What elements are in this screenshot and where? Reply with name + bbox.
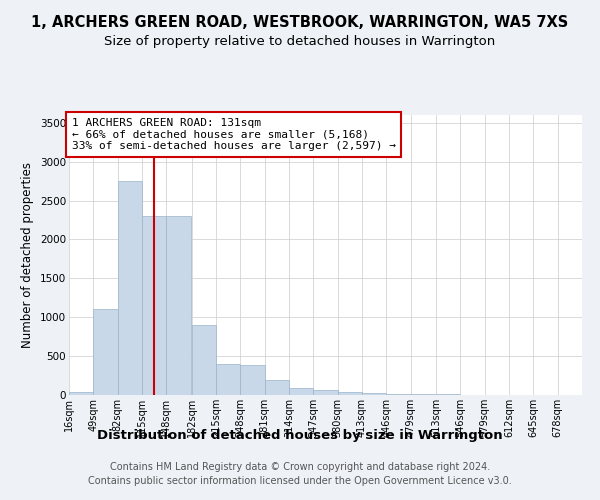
Text: 1 ARCHERS GREEN ROAD: 131sqm
← 66% of detached houses are smaller (5,168)
33% of: 1 ARCHERS GREEN ROAD: 131sqm ← 66% of de… [71,118,395,151]
Bar [94,310,118,395]
Bar [166,216,191,395]
Bar [411,394,435,395]
Text: Size of property relative to detached houses in Warrington: Size of property relative to detached ho… [104,34,496,48]
Bar [386,394,411,395]
Bar [118,181,142,395]
Y-axis label: Number of detached properties: Number of detached properties [22,162,34,348]
Bar [436,394,460,395]
Text: Distribution of detached houses by size in Warrington: Distribution of detached houses by size … [97,428,503,442]
Text: Contains HM Land Registry data © Crown copyright and database right 2024.: Contains HM Land Registry data © Crown c… [110,462,490,472]
Bar [191,325,216,395]
Bar [142,216,166,395]
Text: Contains public sector information licensed under the Open Government Licence v3: Contains public sector information licen… [88,476,512,486]
Bar [362,393,386,395]
Bar [69,392,94,395]
Bar [289,388,313,395]
Bar [216,364,240,395]
Bar [313,390,338,395]
Bar [338,392,362,395]
Text: 1, ARCHERS GREEN ROAD, WESTBROOK, WARRINGTON, WA5 7XS: 1, ARCHERS GREEN ROAD, WESTBROOK, WARRIN… [31,15,569,30]
Bar [240,364,265,395]
Bar [265,380,289,395]
